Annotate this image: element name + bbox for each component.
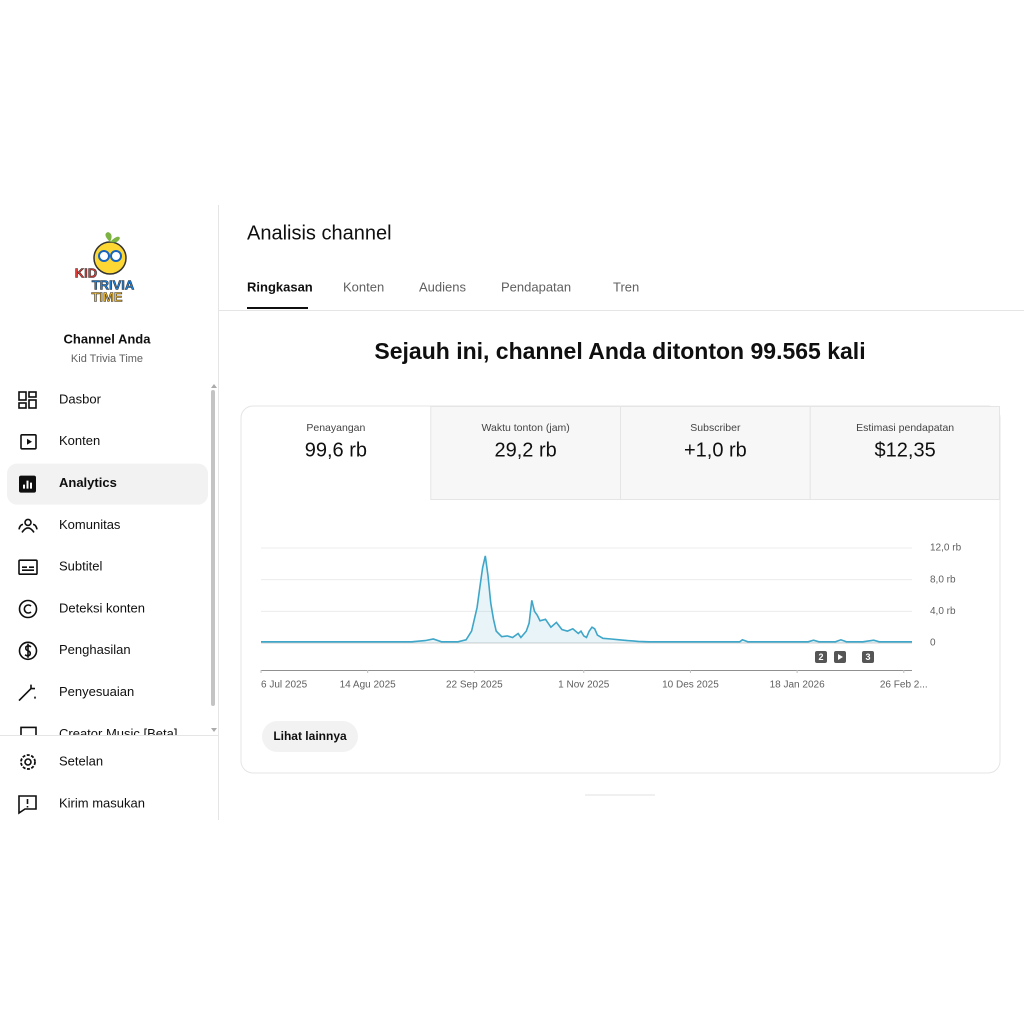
nav-item[interactable]: Subtitel <box>18 559 102 576</box>
scrollbar <box>211 390 215 706</box>
nav-icon <box>22 566 34 571</box>
nav-item[interactable]: Penghasilan <box>18 641 131 661</box>
nav-label: Penyesuaian <box>59 684 134 699</box>
tab[interactable]: Audiens <box>419 279 466 294</box>
metric-bg[interactable] <box>809 406 1000 500</box>
metric-label: Waktu tonton (jam) <box>481 422 569 434</box>
x-tick-label: 6 Jul 2025 <box>261 680 308 691</box>
nav-icon <box>24 518 32 527</box>
nav-icon <box>18 559 38 576</box>
page-title: Analisis channel <box>247 222 392 244</box>
channel-name: Kid Trivia Time <box>71 353 143 365</box>
x-tick-label: 22 Sep 2025 <box>446 680 503 691</box>
nav-icon <box>18 391 27 401</box>
annotation-label: 3 <box>865 652 870 662</box>
y-tick-label: 4,0 rb <box>930 606 956 617</box>
nav-item[interactable]: Konten <box>20 433 100 450</box>
x-tick-label: 26 Feb 2... <box>880 680 928 691</box>
annotation-label: 2 <box>818 652 823 662</box>
metric-value: 99,6 rb <box>305 439 367 461</box>
nav-item[interactable]: Dasbor <box>18 391 102 409</box>
nav-icon <box>24 758 32 766</box>
headline: Sejauh ini, channel Anda ditonton 99.565… <box>374 338 865 364</box>
nav-icon <box>23 480 32 489</box>
nav-item[interactable]: Deteksi konten <box>18 599 146 619</box>
tab-underline <box>247 307 308 309</box>
nav-label: Creator Music [Beta] <box>59 726 178 741</box>
y-tick-label: 12,0 rb <box>930 543 962 554</box>
nav-label: Konten <box>59 433 100 448</box>
scroll-arrow <box>211 384 217 388</box>
footer-nav-label: Kirim masukan <box>59 795 145 810</box>
footer-nav-item[interactable]: Kirim masukan <box>18 795 145 815</box>
nav-icon <box>18 684 36 702</box>
metric-bg[interactable] <box>430 406 621 500</box>
y-tick-label: 0 <box>930 638 936 649</box>
annotation-marker[interactable] <box>815 651 827 663</box>
nav-icon <box>18 523 38 533</box>
nav-icon <box>18 795 37 815</box>
scroll-arrow <box>211 728 217 732</box>
nav-icon <box>18 402 27 409</box>
nav-icon <box>24 643 32 658</box>
logo-leaf <box>105 232 120 243</box>
nav-item[interactable]: Komunitas <box>18 517 121 533</box>
metric-label: Estimasi pendapatan <box>856 422 954 434</box>
nav-label: Penghasilan <box>59 642 131 657</box>
nav-item[interactable]: Creator Music [Beta] <box>20 726 178 742</box>
tab[interactable]: Pendapatan <box>501 279 571 294</box>
footer-nav-item[interactable]: Setelan <box>20 753 103 770</box>
x-tick-label: 14 Agu 2025 <box>340 680 397 691</box>
nav-item[interactable]: Analytics <box>7 463 208 505</box>
more-button[interactable] <box>262 721 358 752</box>
metric-value: 29,2 rb <box>494 439 556 461</box>
metric-value: $12,35 <box>875 439 936 461</box>
tab[interactable]: Konten <box>343 279 384 294</box>
nav-icon <box>20 433 37 450</box>
nav-icon <box>28 391 37 398</box>
annotation-play <box>838 654 843 660</box>
tab[interactable]: Tren <box>613 279 639 294</box>
logo-eye <box>110 250 122 262</box>
nav-label: Dasbor <box>59 391 102 406</box>
metric-value: +1,0 rb <box>684 439 747 461</box>
y-tick-label: 8,0 rb <box>930 574 956 585</box>
nav-label: Deteksi konten <box>59 600 145 615</box>
logo-bulb <box>93 241 127 275</box>
nav-icon <box>18 641 38 661</box>
metric-bg[interactable] <box>620 406 811 500</box>
metric-label: Penayangan <box>306 422 365 434</box>
nav-icon <box>20 726 37 735</box>
annotation-marker[interactable] <box>862 651 874 663</box>
metric-label: Subscriber <box>690 422 741 434</box>
nav-active-bg <box>7 463 208 505</box>
tab[interactable]: Ringkasan <box>247 279 313 294</box>
nav-list: Dasbor Konten Analytics Komunitas Subtitel De… <box>7 391 208 742</box>
nav-label: Komunitas <box>59 517 121 532</box>
nav-label: Analytics <box>59 475 117 490</box>
logo-text: TRIVIA <box>92 277 135 292</box>
nav-label: Subtitel <box>59 559 102 574</box>
logo-text: TIME <box>91 289 122 304</box>
nav-item[interactable]: Penyesuaian <box>18 684 134 702</box>
nav-icon <box>27 438 32 445</box>
nav-icon <box>18 599 38 619</box>
logo-eye <box>98 250 110 262</box>
nav-icon <box>28 399 37 409</box>
nav-icon <box>23 604 32 614</box>
x-tick-label: 18 Jan 2026 <box>770 680 825 691</box>
footer-nav-label: Setelan <box>59 753 103 768</box>
channel-label: Channel Anda <box>64 331 152 346</box>
nav-icon <box>20 754 36 770</box>
more-button-label: Lihat lainnya <box>273 729 347 743</box>
logo-text: KID <box>75 265 97 280</box>
x-tick-label: 10 Des 2025 <box>662 680 719 691</box>
x-tick-label: 1 Nov 2025 <box>558 680 610 691</box>
line <box>261 555 912 643</box>
